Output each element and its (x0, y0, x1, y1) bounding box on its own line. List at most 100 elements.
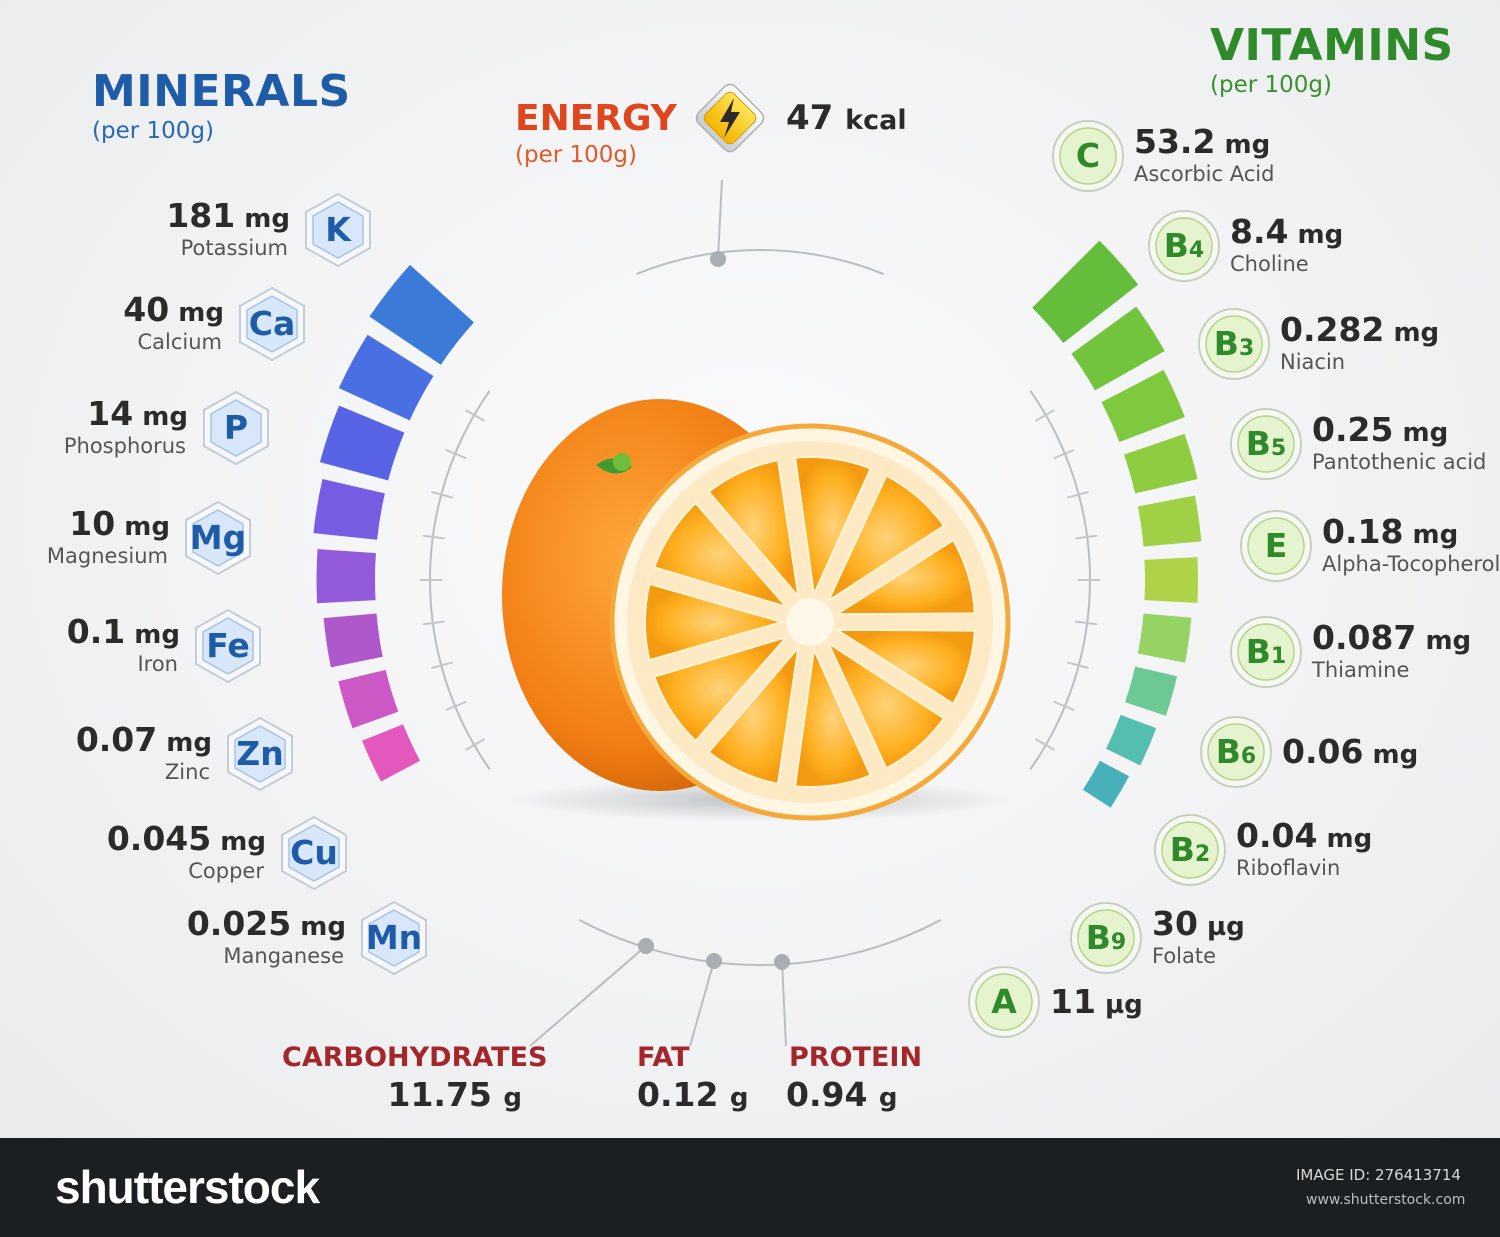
vitamin-bar-segment (1106, 714, 1157, 766)
orange-wedge (707, 644, 800, 786)
vitamin-name: Folate (1152, 944, 1217, 968)
mineral-badge-fe: Fe (190, 608, 266, 684)
vitamin-bar-segment (1137, 613, 1192, 663)
vitamin-bar-segment (1071, 306, 1165, 391)
vitamin-value: 53.2 mg (1134, 122, 1271, 161)
vitamin-badge-b3: B3 (1196, 306, 1272, 382)
vitamin-name: Ascorbic Acid (1134, 162, 1275, 186)
vitamin-value: 30 µg (1152, 904, 1245, 943)
vitamin-bar-segment (1082, 760, 1130, 808)
vitamin-value: 0.06 mg (1282, 732, 1419, 771)
vitamin-name: Niacin (1280, 350, 1346, 374)
energy-title: ENERGY (515, 98, 677, 139)
orange-illustration (502, 399, 1011, 822)
vitamin-name: Thiamine (1312, 658, 1410, 682)
mineral-bar-segment (316, 549, 376, 604)
vitamin-badge-b4: B4 (1146, 208, 1222, 284)
ring-guides (420, 179, 1100, 1047)
orange-wedge (653, 501, 790, 609)
mineral-value: 0.045 mg (106, 819, 266, 858)
mineral-badge-p: P (198, 390, 274, 466)
mineral-name: Calcium (137, 330, 222, 354)
fat-title: FAT (637, 1042, 690, 1073)
vitamin-badge-e: E (1238, 508, 1314, 584)
mineral-bar-segment (319, 405, 405, 481)
nutrient-ring (313, 179, 1202, 1047)
mineral-value: 14 mg (87, 394, 188, 433)
mineral-value: 0.1 mg (66, 612, 180, 651)
protein-value: 0.94 g (786, 1075, 898, 1114)
mineral-badge-mg: Mg (180, 500, 256, 576)
vitamin-bar-segment (1032, 240, 1139, 343)
mineral-badge-ca: Ca (234, 286, 310, 362)
vitamin-bar-segment (1101, 369, 1185, 443)
mineral-badge-k: K (300, 192, 376, 268)
mineral-bar-segment (338, 334, 434, 421)
mineral-name: Magnesium (46, 544, 168, 568)
mineral-name: Copper (188, 859, 264, 883)
vitamin-bar-segment (1144, 557, 1198, 603)
vitamin-value: 11 µg (1050, 982, 1143, 1021)
carbohydrates-value: 11.75 g (387, 1075, 522, 1114)
vitamin-bar-segments (1032, 240, 1202, 808)
orange-wedge (793, 646, 872, 788)
mineral-name: Potassium (180, 236, 288, 260)
vitamin-value: 0.25 mg (1312, 410, 1449, 449)
mineral-name: Zinc (164, 760, 210, 784)
mineral-value: 0.025 mg (186, 904, 346, 943)
orange-wedge (644, 582, 786, 662)
vitamin-name: Choline (1230, 252, 1309, 276)
orange-wedge (653, 635, 790, 743)
minerals-subtitle: (per 100g) (92, 118, 214, 144)
orange-wedge (793, 456, 872, 598)
mineral-value: 40 mg (123, 290, 224, 329)
mineral-badge-mn: Mn (356, 900, 432, 976)
brand-logo: shutterstock (55, 1161, 320, 1213)
energy-value: 47 kcal (786, 98, 907, 138)
orange-wedge (833, 628, 976, 706)
mineral-value: 0.07 mg (75, 720, 212, 759)
vitamin-badge-b6: B6 (1198, 714, 1274, 790)
vitamin-value: 0.282 mg (1280, 310, 1440, 349)
vitamin-badge-b5: B5 (1228, 406, 1304, 482)
vitamins-title: VITAMINS (1210, 20, 1454, 71)
mineral-badge-zn: Zn (222, 716, 298, 792)
mineral-bar-segment (323, 613, 383, 668)
lightning-icon (695, 83, 765, 153)
vitamin-value: 0.18 mg (1322, 512, 1459, 551)
vitamin-badge-b1: B1 (1228, 614, 1304, 690)
orange-wedge (825, 640, 946, 770)
vitamin-name: Alpha-Tocopherol (1322, 552, 1500, 576)
mineral-bar-segment (362, 724, 421, 782)
footer-bar (0, 1138, 1500, 1237)
vitamin-bar-segment (1137, 495, 1202, 547)
vitamin-name: Pantothenic acid (1312, 450, 1487, 474)
infographic-canvas: MINERALS (per 100g) VITAMINS (per 100g) … (0, 0, 1500, 1138)
mineral-name: Iron (137, 652, 178, 676)
orange-wedge (707, 458, 800, 600)
mineral-badge-cu: Cu (276, 815, 352, 891)
mineral-name: Phosphorus (63, 434, 186, 458)
carbohydrates-title: CARBOHYDRATES (282, 1042, 548, 1073)
vitamin-badge-b9: B9 (1068, 900, 1144, 976)
orange-wedge (833, 538, 976, 616)
mineral-name: Manganese (223, 944, 344, 968)
fat-value: 0.12 g (637, 1075, 749, 1114)
mineral-value: 10 mg (69, 504, 170, 543)
minerals-title: MINERALS (92, 66, 351, 117)
orange-wedge (825, 474, 946, 604)
vitamins-subtitle: (per 100g) (1210, 72, 1332, 98)
mineral-bar-segment (369, 264, 474, 365)
image-id: IMAGE ID: 276413714 (1296, 1166, 1461, 1184)
vitamin-bar-segment (1124, 433, 1198, 494)
vitamin-value: 0.04 mg (1236, 816, 1373, 855)
mineral-value: 181 mg (166, 196, 290, 235)
vitamin-value: 0.087 mg (1312, 618, 1472, 657)
vitamin-value: 8.4 mg (1230, 212, 1344, 251)
vitamin-badge-b2: B2 (1152, 812, 1228, 888)
footer-url: www.shutterstock.com (1306, 1192, 1466, 1208)
energy-subtitle: (per 100g) (515, 142, 637, 168)
mineral-bar-segments (313, 264, 474, 782)
mineral-bar-segment (313, 478, 385, 540)
vitamin-badge-c: C (1050, 118, 1126, 194)
